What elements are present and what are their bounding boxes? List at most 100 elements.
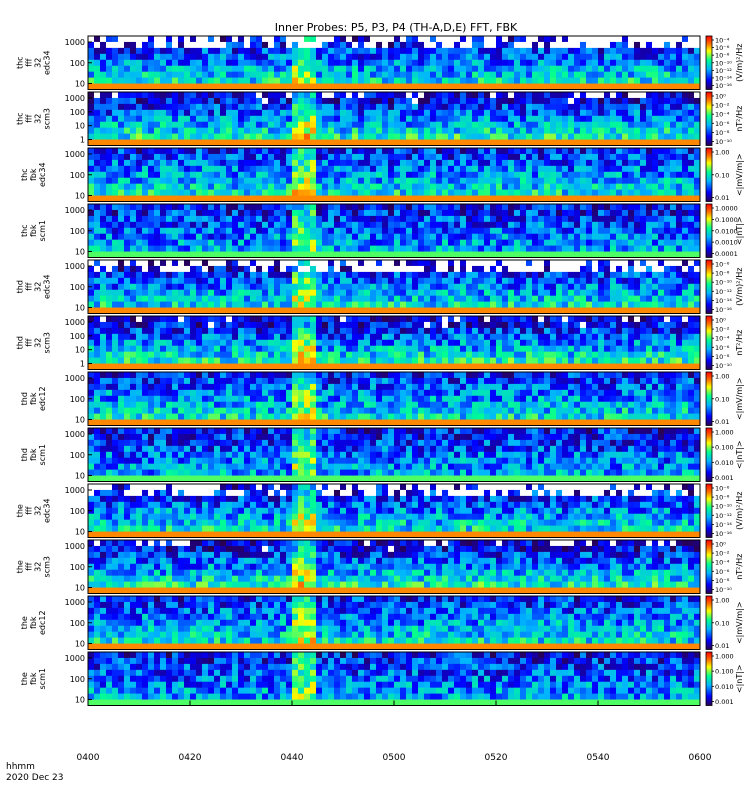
spectrogram-cell bbox=[388, 97, 395, 105]
spectrogram-cell bbox=[142, 363, 149, 370]
spectrogram-cell bbox=[292, 59, 299, 67]
spectrogram-cell bbox=[484, 233, 491, 241]
spectrogram-cell bbox=[688, 36, 695, 43]
spectrogram-cell bbox=[688, 47, 695, 55]
spectrogram-cell bbox=[190, 83, 197, 90]
spectrogram-cell bbox=[454, 177, 461, 185]
y-tick-label: 1000 bbox=[65, 262, 85, 271]
spectrogram-cell bbox=[298, 127, 305, 135]
spectrogram-cell bbox=[376, 148, 383, 155]
spectrogram-cell bbox=[268, 165, 275, 173]
spectrogram-cell bbox=[616, 92, 623, 99]
spectrogram-cell bbox=[262, 165, 269, 173]
spectrogram-cell bbox=[286, 283, 293, 291]
spectrogram-cell bbox=[652, 177, 659, 185]
spectrogram-cell bbox=[136, 307, 143, 314]
spectrogram-cell bbox=[394, 204, 401, 211]
spectrogram-cell bbox=[442, 183, 449, 191]
spectrogram-cell bbox=[628, 139, 635, 146]
spectrogram-cell bbox=[394, 289, 401, 297]
spectrogram-cell bbox=[412, 148, 419, 155]
spectrogram-cell bbox=[586, 83, 593, 90]
spectrogram-cell bbox=[292, 195, 299, 202]
spectrogram-cell bbox=[166, 345, 173, 353]
spectrogram-cell bbox=[208, 109, 215, 117]
spectrogram-cell bbox=[160, 159, 167, 167]
spectrogram-cell bbox=[622, 47, 629, 55]
spectrogram-cell bbox=[160, 345, 167, 353]
spectrogram-cell bbox=[226, 65, 233, 73]
spectrogram-cell bbox=[502, 71, 509, 79]
spectrogram-cell bbox=[490, 65, 497, 73]
spectrogram-cell bbox=[178, 148, 185, 155]
spectrogram-cell bbox=[586, 59, 593, 67]
spectrogram-cell bbox=[514, 103, 521, 111]
spectrogram-cell bbox=[406, 183, 413, 191]
spectrogram-cell bbox=[148, 183, 155, 191]
spectrogram-cell bbox=[472, 189, 479, 196]
spectrogram-cell bbox=[622, 177, 629, 185]
spectrogram-cell bbox=[244, 204, 251, 211]
spectrogram-cell bbox=[616, 183, 623, 191]
spectrogram-cell bbox=[208, 83, 215, 90]
spectrogram-cell bbox=[256, 153, 263, 161]
spectrogram-cell bbox=[238, 289, 245, 297]
spectrogram-cell bbox=[586, 295, 593, 303]
spectrogram-cell bbox=[220, 251, 227, 258]
spectrogram-cell bbox=[460, 41, 467, 49]
spectrogram-cell bbox=[388, 183, 395, 191]
spectrogram-cell bbox=[154, 215, 161, 223]
spectrogram-cell bbox=[364, 77, 371, 84]
spectrogram-cell bbox=[646, 295, 653, 303]
spectrogram-cell bbox=[430, 115, 437, 123]
spectrogram-cell bbox=[232, 316, 239, 323]
spectrogram-cell bbox=[208, 265, 215, 273]
spectrogram-cell bbox=[460, 209, 467, 217]
spectrogram-cell bbox=[628, 47, 635, 55]
spectrogram-cell bbox=[454, 195, 461, 202]
spectrogram-cell bbox=[244, 333, 251, 341]
spectrogram-cell bbox=[490, 92, 497, 99]
spectrogram-cell bbox=[442, 289, 449, 297]
spectrogram-cell bbox=[514, 183, 521, 191]
spectrogram-cell bbox=[658, 227, 665, 235]
spectrogram-cell bbox=[472, 227, 479, 235]
spectrogram-cell bbox=[652, 83, 659, 90]
spectrogram-cell bbox=[274, 165, 281, 173]
spectrogram-cell bbox=[478, 295, 485, 303]
spectrogram-cell bbox=[670, 251, 677, 258]
spectrogram-cell bbox=[514, 295, 521, 303]
spectrogram-cell bbox=[514, 265, 521, 273]
spectrogram-cell bbox=[658, 121, 665, 129]
spectrogram-cell bbox=[526, 251, 533, 258]
spectrogram-cell bbox=[436, 77, 443, 84]
spectrogram-cell bbox=[124, 345, 131, 353]
spectrogram-cell bbox=[232, 233, 239, 241]
spectrogram-cell bbox=[250, 265, 257, 273]
spectrogram-cell bbox=[574, 251, 581, 258]
spectrogram-cell bbox=[544, 209, 551, 217]
spectrogram-cell bbox=[604, 171, 611, 179]
spectrogram-cell bbox=[550, 301, 557, 308]
spectrogram-cell bbox=[550, 92, 557, 99]
spectrogram-cell bbox=[112, 289, 119, 297]
spectrogram-cell bbox=[484, 295, 491, 303]
spectrogram-cell bbox=[610, 92, 617, 99]
spectrogram-cell bbox=[298, 92, 305, 99]
spectrogram-cell bbox=[664, 159, 671, 167]
spectrogram-cell bbox=[694, 307, 701, 314]
spectrogram-cell bbox=[646, 289, 653, 297]
spectrogram-cell bbox=[514, 59, 521, 67]
spectrogram-cell bbox=[532, 159, 539, 167]
spectrogram-cell bbox=[664, 189, 671, 196]
spectrogram-cell bbox=[322, 41, 329, 49]
spectrogram-cell bbox=[88, 177, 95, 185]
spectrogram-cell bbox=[688, 204, 695, 211]
spectrogram-cell bbox=[304, 204, 311, 211]
spectrogram-cell bbox=[502, 121, 509, 129]
spectrogram-cell bbox=[652, 301, 659, 308]
spectrogram-cell bbox=[418, 260, 425, 267]
spectrogram-cell bbox=[694, 148, 701, 155]
spectrogram-cell bbox=[430, 204, 437, 211]
spectrogram-cell bbox=[526, 277, 533, 285]
